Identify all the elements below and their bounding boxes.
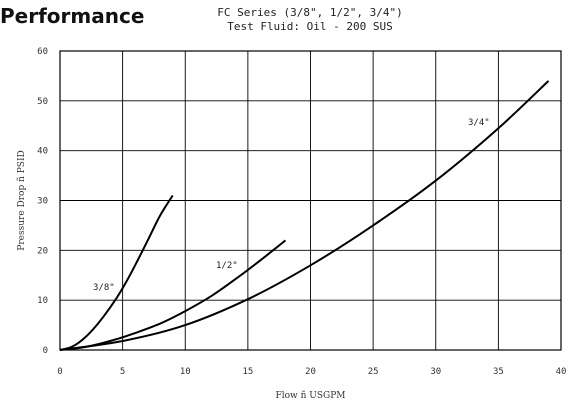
series-line-3 xyxy=(59,80,550,351)
x-tick-label: 15 xyxy=(242,367,253,377)
x-tick-label: 10 xyxy=(180,367,191,377)
x-tick-label: 35 xyxy=(493,367,504,377)
series-line-1 xyxy=(59,194,174,351)
page-heading: Performance xyxy=(0,4,145,28)
x-tick-label: 0 xyxy=(57,367,62,377)
series-line-2 xyxy=(59,239,287,351)
series-label-3: 3/4" xyxy=(468,118,490,128)
y-tick-label: 30 xyxy=(37,197,48,207)
curve-labels: 3/8" 1/2" 3/4" xyxy=(93,118,490,293)
grid xyxy=(59,50,562,351)
chart-subtitle-line: Test Fluid: Oil - 200 SUS xyxy=(227,20,393,33)
chart-title-line: FC Series (3/8", 1/2", 3/4") xyxy=(217,6,403,19)
y-tick-label: 0 xyxy=(43,346,48,356)
series-layer xyxy=(59,80,550,351)
series-label-2: 1/2" xyxy=(216,261,238,271)
x-tick-label: 5 xyxy=(120,367,125,377)
y-tick-label: 20 xyxy=(37,246,48,256)
y-tick-label: 40 xyxy=(37,147,48,157)
x-tick-label: 20 xyxy=(305,367,316,377)
series-label-1: 3/8" xyxy=(93,283,115,293)
y-axis-title: Pressure Drop ñ PSID xyxy=(17,150,27,250)
x-tick-label: 40 xyxy=(556,367,567,377)
tick-labels: 0 5 10 15 20 25 30 35 40 0 10 20 30 40 50 60 xyxy=(37,47,566,377)
chart-subtitle: FC Series (3/8", 1/2", 3/4") Test Fluid:… xyxy=(180,6,440,34)
y-tick-label: 10 xyxy=(37,296,48,306)
y-tick-label: 50 xyxy=(37,97,48,107)
x-tick-label: 25 xyxy=(368,367,379,377)
x-axis-title: Flow ñ USGPM xyxy=(276,391,346,401)
x-tick-label: 30 xyxy=(430,367,441,377)
y-tick-label: 60 xyxy=(37,47,48,57)
